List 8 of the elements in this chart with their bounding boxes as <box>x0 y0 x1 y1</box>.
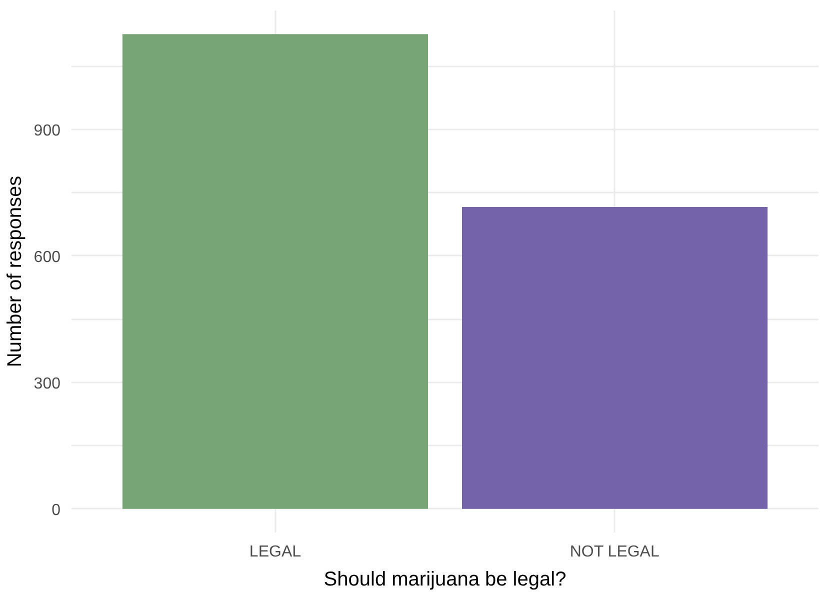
y-tick-label: 900 <box>34 122 61 140</box>
y-tick-label: 600 <box>34 248 61 266</box>
y-tick-label: 300 <box>34 375 61 392</box>
x-tick-label: LEGAL <box>249 544 302 560</box>
y-tick-label: 0 <box>52 502 61 519</box>
x-axis-title: Should marijuana be legal? <box>324 568 566 590</box>
y-axis-title: Number of responses <box>4 176 26 368</box>
x-tick-label: NOT LEGAL <box>570 544 660 560</box>
